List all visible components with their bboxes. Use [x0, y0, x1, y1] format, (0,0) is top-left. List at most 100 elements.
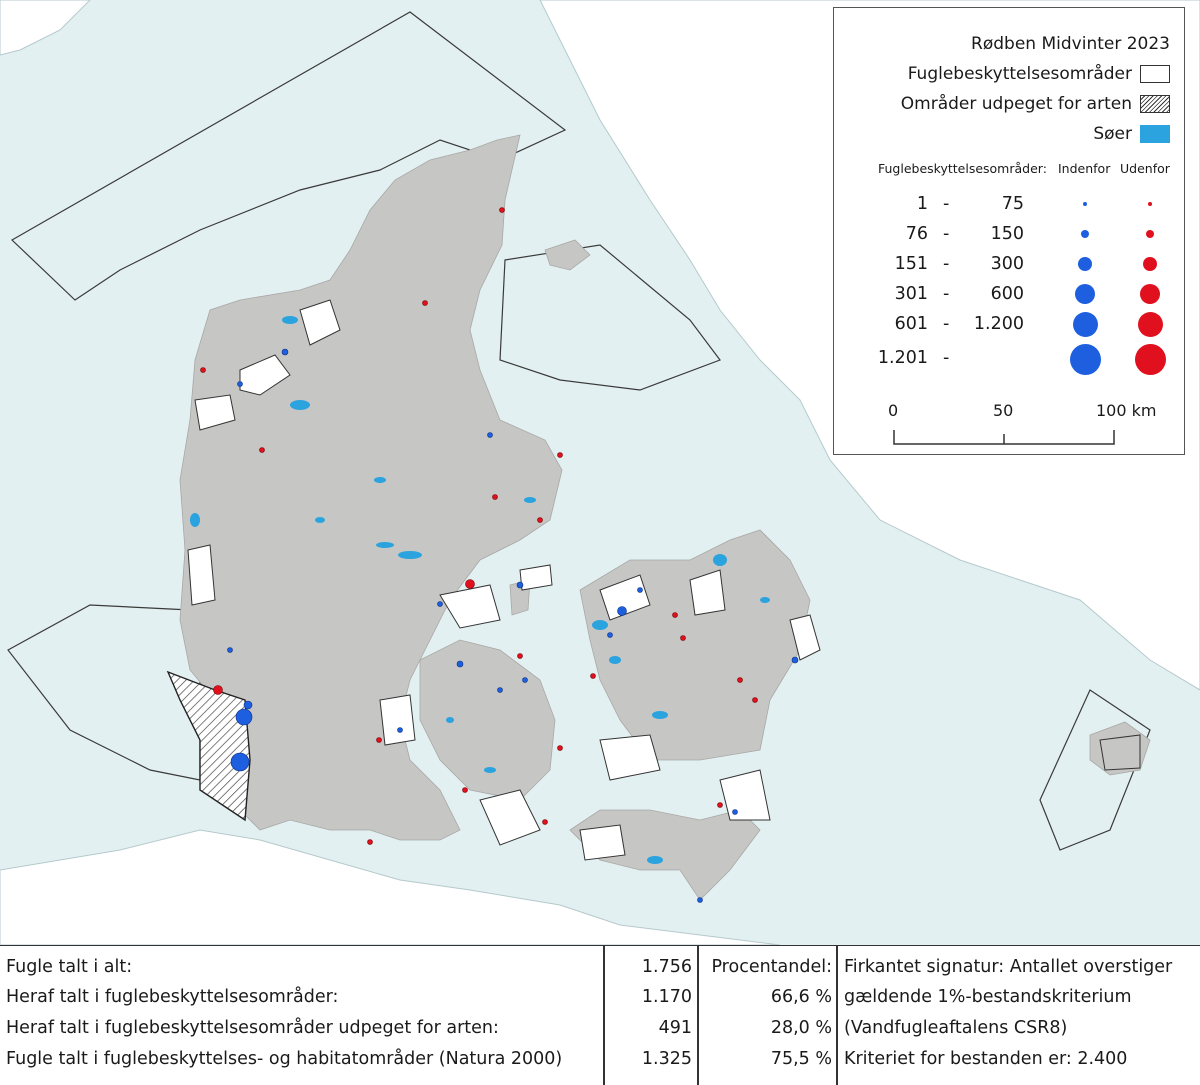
obs-inside	[697, 897, 703, 903]
size-dash: -	[943, 284, 950, 304]
size-class-3: 151 - 300	[834, 249, 1184, 279]
obs-inside	[617, 606, 627, 616]
obs-inside	[522, 677, 528, 683]
obs-outside	[462, 787, 468, 793]
table-row-note: gældende 1%-bestandskriterium	[844, 987, 1132, 1007]
lake	[398, 551, 422, 559]
inside-dot-sample	[1070, 344, 1101, 375]
obs-outside	[542, 819, 548, 825]
table-row-note: Kriteriet for bestanden er: 2.400	[844, 1049, 1128, 1069]
obs-outside	[213, 685, 223, 695]
legend-lakes-label: Søer	[1093, 124, 1132, 144]
obs-outside	[517, 653, 523, 659]
funen-land	[419, 639, 556, 801]
hatch-swatch	[1140, 95, 1170, 113]
outside-dot-sample	[1143, 257, 1157, 271]
size-low: 151	[894, 254, 928, 274]
kattegat-area	[499, 244, 721, 391]
obs-inside	[243, 700, 253, 710]
area-als	[479, 789, 541, 846]
lake	[713, 554, 727, 566]
legend-bird-areas-label: Fuglebeskyttelsesområder	[907, 64, 1132, 84]
size-class-2: 76 - 150	[834, 219, 1184, 249]
obs-inside	[791, 656, 799, 664]
obs-outside	[465, 579, 475, 589]
outside-dot-sample	[1135, 344, 1166, 375]
size-dash: -	[943, 314, 950, 334]
size-low: 301	[894, 284, 928, 304]
obs-outside	[422, 300, 428, 306]
size-high: 1.200	[973, 314, 1024, 334]
obs-inside	[487, 432, 493, 438]
size-class-1: 1 - 75	[834, 189, 1184, 219]
obs-inside	[237, 381, 243, 387]
wadden-sea-designated-area	[166, 670, 251, 822]
size-low: 1	[916, 194, 928, 214]
table-row-pct: 66,6 %	[770, 987, 832, 1007]
obs-inside	[732, 809, 738, 815]
obs-outside	[499, 207, 505, 213]
table-row-note: (Vandfugleaftalens CSR8)	[844, 1018, 1068, 1038]
legend-outside-label: Udenfor	[1120, 161, 1170, 176]
table-divider	[836, 946, 838, 1085]
lake	[376, 542, 394, 548]
obs-outside	[492, 494, 498, 500]
scale-label-50: 50	[993, 401, 1014, 420]
bird-area-swatch	[1140, 65, 1170, 83]
table-row-pct: Procentandel:	[711, 957, 832, 977]
size-high: 150	[990, 224, 1024, 244]
inside-dot-sample	[1083, 202, 1087, 206]
size-high: 300	[990, 254, 1024, 274]
table-row-label: Fugle talt i alt:	[6, 957, 133, 977]
size-dash: -	[943, 348, 950, 368]
outside-dot-sample	[1138, 312, 1163, 337]
size-high: 600	[990, 284, 1024, 304]
area-horsens	[439, 584, 501, 629]
size-class-6: 1.201 -	[834, 343, 1184, 375]
table-divider	[603, 946, 605, 1085]
size-dash: -	[943, 254, 950, 274]
area-sejero	[599, 574, 651, 621]
lake	[446, 717, 454, 723]
obs-outside	[537, 517, 543, 523]
table-row-value: 1.325	[641, 1049, 692, 1069]
size-high: 75	[1001, 194, 1024, 214]
obs-outside	[672, 612, 678, 618]
legend-bird-areas: Fuglebeskyttelsesområder	[908, 64, 1170, 84]
bornholm-area-ring	[1099, 734, 1141, 771]
legend-columns-label: Fuglebeskyttelsesområder:	[878, 161, 1047, 176]
obs-outside	[680, 635, 686, 641]
size-class-5: 601 - 1.200	[834, 309, 1184, 339]
area-limfjord-2	[299, 299, 341, 346]
obs-outside	[376, 737, 382, 743]
scale-label-100: 100 km	[1096, 401, 1157, 420]
germany-land	[0, 829, 781, 945]
obs-outside	[752, 697, 758, 703]
inside-dot-sample	[1078, 257, 1092, 271]
inside-dot-sample	[1073, 312, 1098, 337]
area-smalandsfarvandet	[599, 734, 661, 781]
area-falster	[719, 769, 771, 821]
obs-inside	[497, 687, 503, 693]
lake	[524, 497, 536, 503]
laeso-land	[544, 239, 591, 271]
outside-dot-sample	[1148, 202, 1152, 206]
obs-outside	[200, 367, 206, 373]
obs-inside	[235, 708, 253, 726]
table-row-label: Heraf talt i fuglebeskyttelsesområder ud…	[6, 1018, 499, 1038]
table-row-pct: 28,0 %	[770, 1018, 832, 1038]
table-divider	[697, 946, 699, 1085]
lake	[374, 477, 386, 483]
outside-dot-sample	[1146, 230, 1154, 238]
obs-outside	[259, 447, 265, 453]
lake	[647, 856, 663, 864]
obs-inside	[516, 581, 524, 589]
area-kalundborg	[519, 564, 553, 591]
obs-outside	[737, 677, 743, 683]
legend-designated: Områder udpeget for arten	[901, 94, 1170, 114]
table-row-pct: 75,5 %	[770, 1049, 832, 1069]
table-row-label: Fugle talt i fuglebeskyttelses- og habit…	[6, 1049, 563, 1069]
table-row-note: Firkantet signatur: Antallet overstiger	[844, 957, 1173, 977]
area-arresø	[689, 569, 726, 616]
inside-dot-sample	[1081, 230, 1089, 238]
